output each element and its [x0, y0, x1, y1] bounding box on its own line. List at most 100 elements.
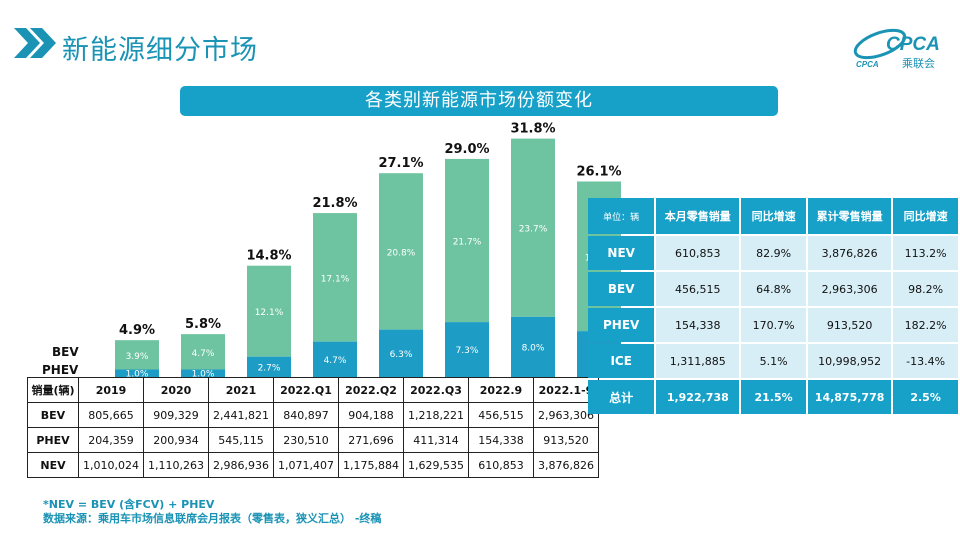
bev-bar — [379, 173, 423, 330]
sales-corner: 销量(辆) — [27, 377, 79, 403]
logo-sub-cn: 乘联会 — [902, 57, 935, 70]
retail-row-label: BEV — [588, 272, 655, 306]
chart-banner: 各类别新能源市场份额变化 — [180, 86, 778, 116]
retail-header-row: 单位：辆 本月零售销量 同比增速 累计零售销量 同比增速 — [588, 198, 958, 234]
sales-cell: 204,359 — [78, 427, 144, 453]
retail-column-header: 同比增速 — [893, 198, 958, 234]
retail-cell: 2.5% — [893, 380, 958, 414]
total-share-label: 26.1% — [576, 164, 621, 179]
logo-sub-en: CPCA — [856, 60, 879, 69]
sales-cell: 904,188 — [338, 402, 404, 428]
logo-mark: CPCA — [886, 34, 940, 55]
sales-row-label: BEV — [27, 402, 79, 428]
sales-period-header: 2019 — [78, 377, 144, 403]
bev-value-label: 12.1% — [255, 308, 284, 318]
total-share-label: 31.8% — [510, 122, 555, 137]
retail-cell: 10,998,952 — [807, 344, 892, 378]
retail-cell: 113.2% — [893, 236, 958, 270]
table-row: ICE 1,311,885 5.1% 10,998,952 -13.4% — [588, 344, 958, 378]
footnote-source: 数据来源：乘用车市场信息联席会月报表（零售表，狭义汇总） -终稿 — [43, 512, 382, 525]
retail-cell: 82.9% — [741, 236, 806, 270]
sales-cell: 1,110,263 — [143, 452, 209, 478]
table-row: PHEV 154,338 170.7% 913,520 182.2% — [588, 308, 958, 342]
phev-bar — [313, 341, 357, 377]
sales-table: 销量(辆) 2019 2020 2021 2022.Q1 2022.Q2 2022.Q3 20… — [27, 377, 599, 478]
sales-cell: 913,520 — [533, 427, 599, 453]
retail-row-label: PHEV — [588, 308, 655, 342]
retail-row-label: NEV — [588, 236, 655, 270]
sales-cell: 840,897 — [273, 402, 339, 428]
bev-value-label: 3.9% — [126, 352, 149, 362]
retail-cell: 610,853 — [656, 236, 740, 270]
bev-bar — [445, 158, 489, 323]
sales-header-row: 销量(辆) 2019 2020 2021 2022.Q1 2022.Q2 2022.Q3 20… — [27, 377, 599, 403]
table-row: BEV 805,665 909,329 2,441,821 840,897 904,188… — [27, 402, 599, 428]
total-share-label: 14.8% — [246, 249, 291, 264]
retail-column-header: 同比增速 — [741, 198, 806, 234]
sales-cell: 2,986,936 — [208, 452, 274, 478]
retail-cell: 98.2% — [893, 272, 958, 306]
phev-value-label: 1.0% — [192, 370, 215, 380]
bev-bar — [115, 340, 159, 370]
bev-value-label: 17.1% — [321, 274, 350, 284]
bev-value-label: 20.8% — [387, 248, 416, 258]
phev-value-label: 6.3% — [390, 350, 413, 360]
sales-cell: 411,314 — [403, 427, 469, 453]
retail-unit: 单位：辆 — [588, 198, 655, 234]
retail-column-header: 本月零售销量 — [656, 198, 740, 234]
retail-cell: 3,876,826 — [807, 236, 892, 270]
retail-cell: 1,922,738 — [656, 380, 740, 414]
sales-cell: 456,515 — [468, 402, 534, 428]
table-row: 总计 1,922,738 21.5% 14,875,778 2.5% — [588, 380, 958, 414]
retail-row-label: ICE — [588, 344, 655, 378]
sales-period-header: 2020 — [143, 377, 209, 403]
sales-cell: 1,629,535 — [403, 452, 469, 478]
chevron-double-right-icon — [14, 28, 56, 58]
sales-row-label: PHEV — [27, 427, 79, 453]
bev-value-label: 21.7% — [453, 238, 482, 248]
cpca-logo: CPCA CPCA 乘联会 — [853, 28, 940, 70]
sales-cell: 154,338 — [468, 427, 534, 453]
bev-bar — [181, 334, 225, 370]
retail-cell: -13.4% — [893, 344, 958, 378]
phev-bar — [115, 369, 159, 377]
bev-value-label: 23.7% — [519, 225, 548, 235]
sales-cell: 1,218,221 — [403, 402, 469, 428]
bev-bar — [313, 213, 357, 342]
retail-cell: 5.1% — [741, 344, 806, 378]
sales-cell: 610,853 — [468, 452, 534, 478]
sales-cell: 271,696 — [338, 427, 404, 453]
phev-bar — [181, 369, 225, 377]
retail-cell: 1,311,885 — [656, 344, 740, 378]
phev-bar — [511, 316, 555, 377]
retail-cell: 14,875,778 — [807, 380, 892, 414]
table-row: NEV 1,010,024 1,110,263 2,986,936 1,071,407 1… — [27, 452, 599, 478]
retail-cell: 913,520 — [807, 308, 892, 342]
sales-cell: 1,010,024 — [78, 452, 144, 478]
phev-value-label: 4.7% — [324, 356, 347, 366]
sales-row-label: NEV — [27, 452, 79, 478]
sales-cell: 1,175,884 — [338, 452, 404, 478]
total-share-label: 5.8% — [185, 317, 221, 332]
retail-table: 单位：辆 本月零售销量 同比增速 累计零售销量 同比增速 NEV 610,853 82.9% 3… — [586, 196, 960, 416]
sales-period-header: 2022.1-9 — [533, 377, 599, 403]
sales-cell: 2,441,821 — [208, 402, 274, 428]
total-share-label: 29.0% — [444, 142, 489, 157]
total-share-label: 4.9% — [119, 323, 155, 338]
retail-cell: 182.2% — [893, 308, 958, 342]
legend-bev-label: BEV — [52, 345, 79, 359]
retail-cell: 170.7% — [741, 308, 806, 342]
sales-period-header: 2022.9 — [468, 377, 534, 403]
bev-bar — [511, 138, 555, 317]
footnote-definition: *NEV = BEV (含FCV) + PHEV — [43, 498, 215, 511]
sales-period-header: 2022.Q2 — [338, 377, 404, 403]
phev-bar — [379, 329, 423, 377]
total-share-label: 27.1% — [378, 156, 423, 171]
retail-row-label: 总计 — [588, 380, 655, 414]
retail-cell: 21.5% — [741, 380, 806, 414]
sales-cell: 909,329 — [143, 402, 209, 428]
phev-value-label: 1.0% — [126, 370, 149, 380]
table-row: NEV 610,853 82.9% 3,876,826 113.2% — [588, 236, 958, 270]
sales-cell: 3,876,826 — [533, 452, 599, 478]
